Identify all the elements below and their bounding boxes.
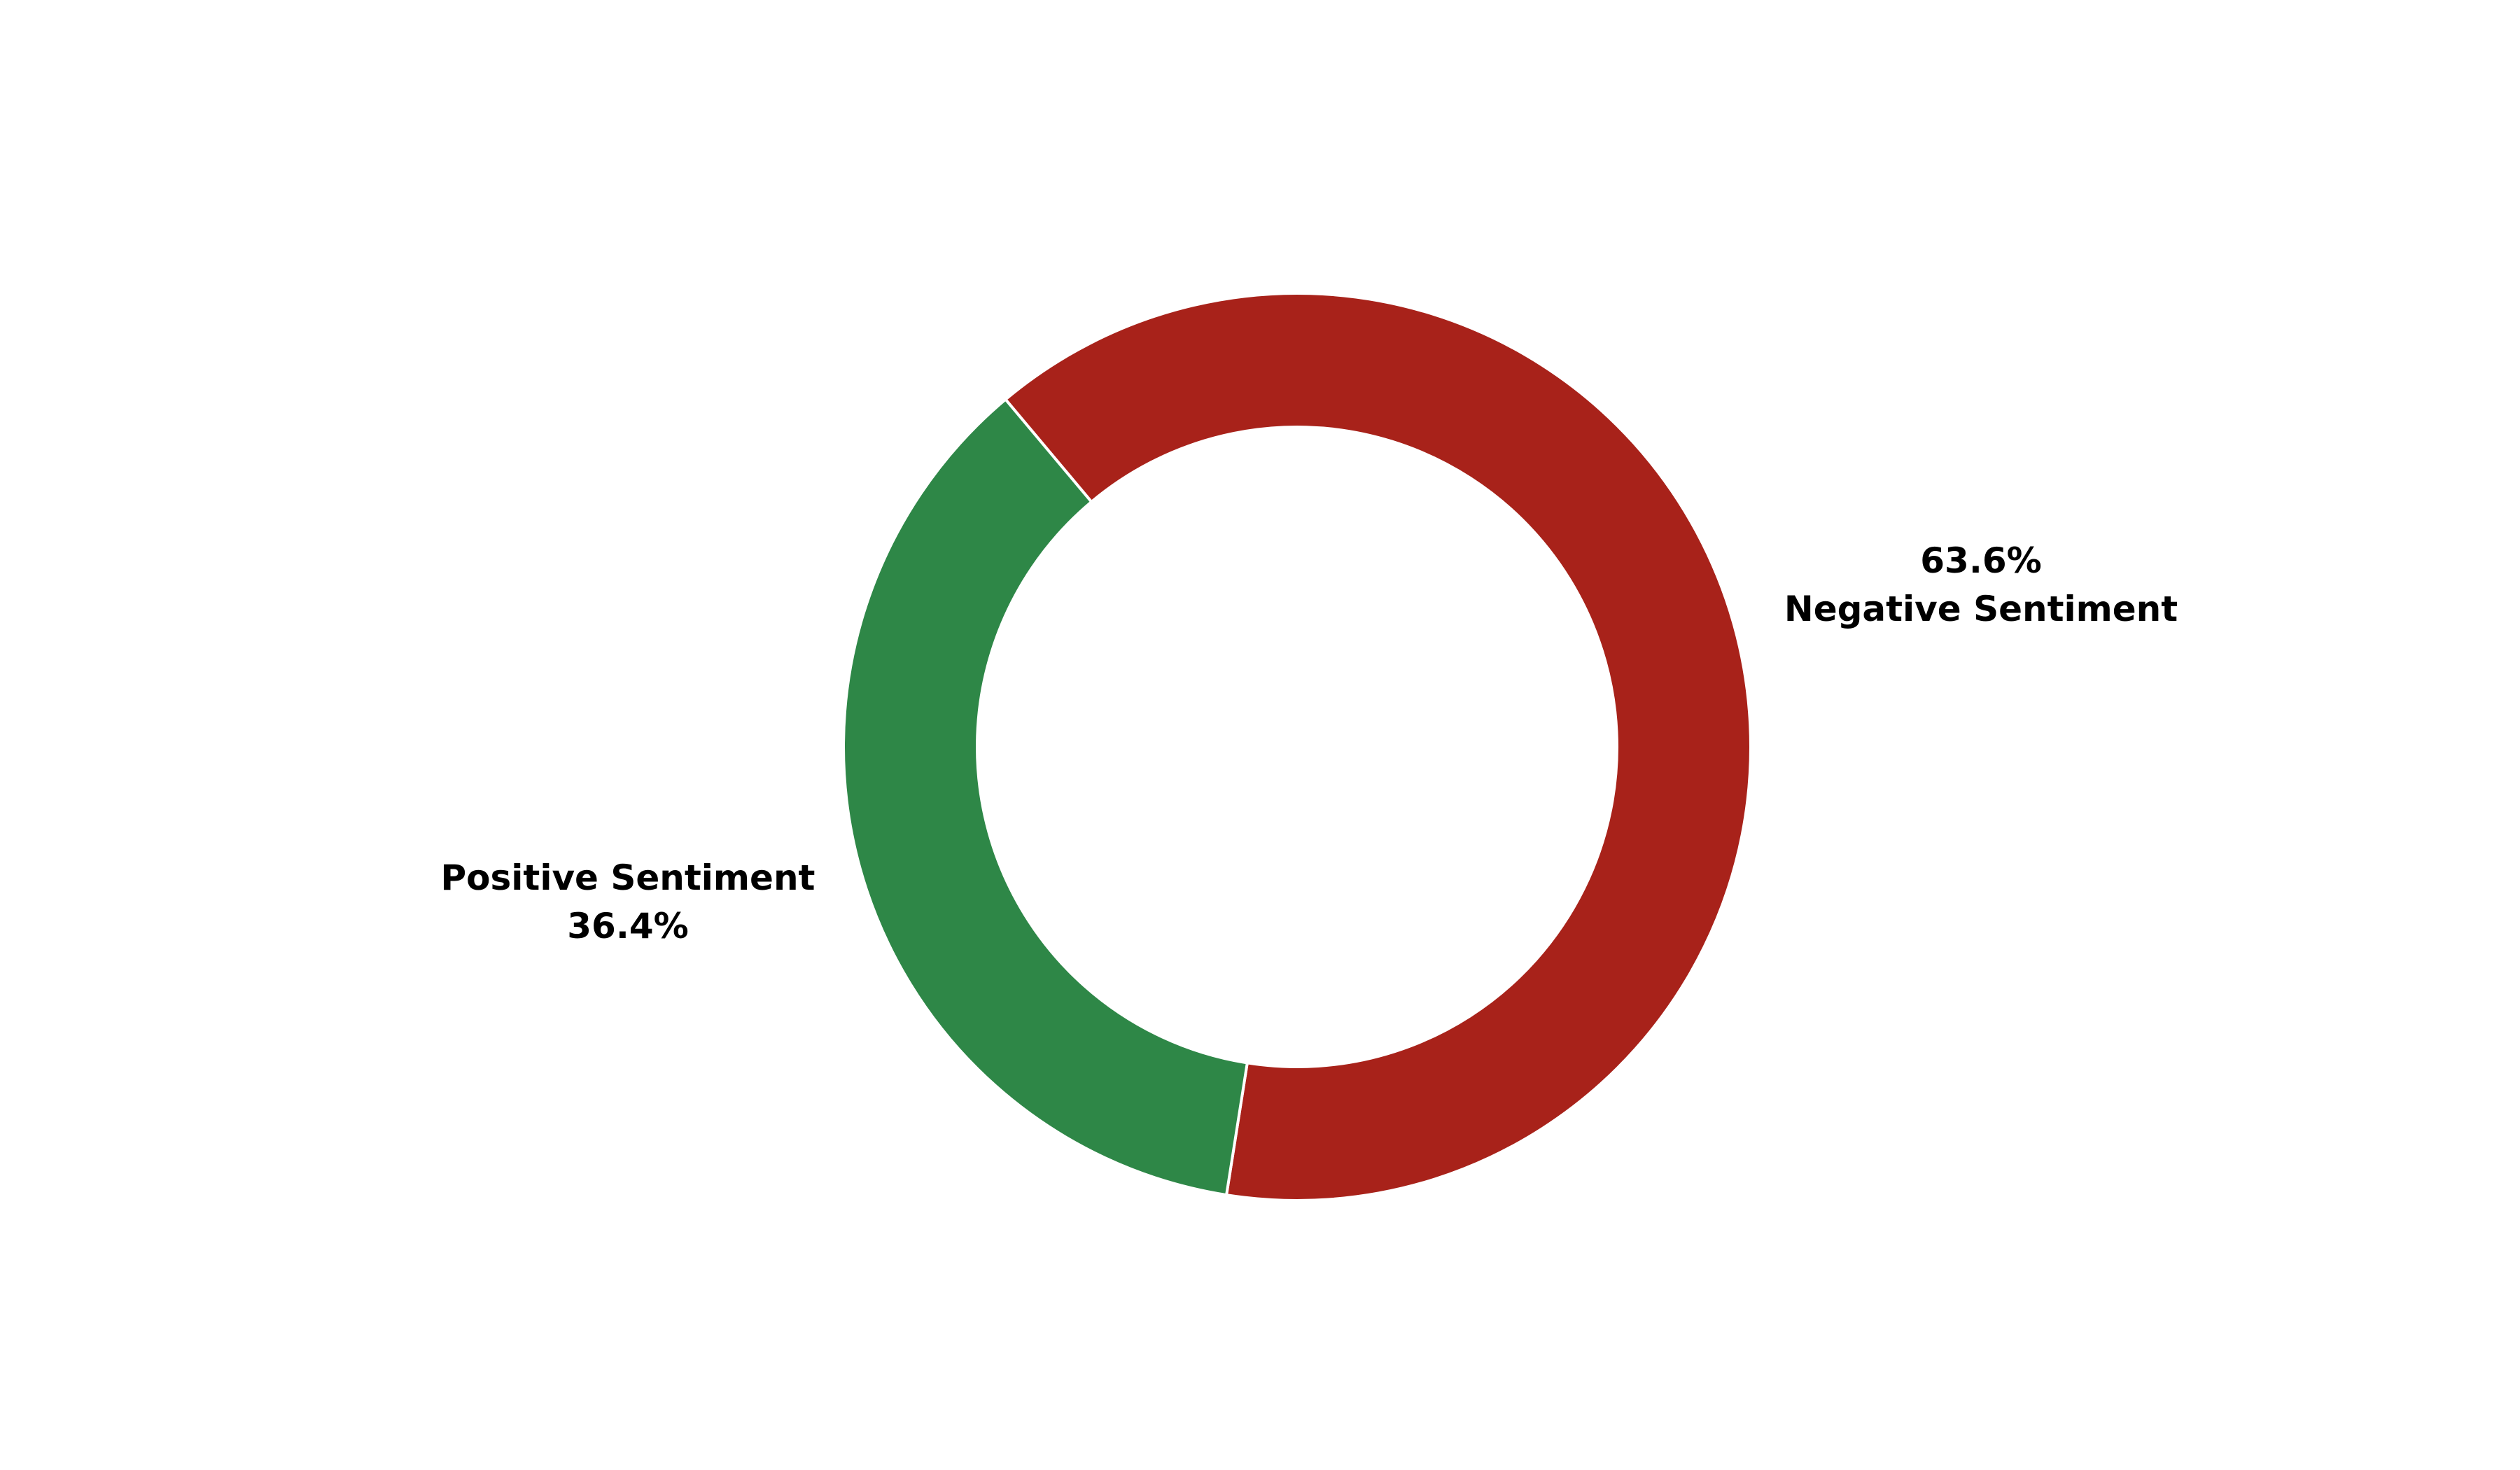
- positive-slice-label: Positive Sentiment 36.4%: [369, 854, 887, 951]
- positive-percent-label: 36.4%: [567, 906, 689, 946]
- negative-slice: [1003, 292, 1752, 1202]
- negative-slice-label: 63.6% Negative Sentiment: [1708, 537, 2254, 634]
- positive-name-label: Positive Sentiment: [440, 858, 816, 898]
- positive-slice: [842, 397, 1250, 1197]
- negative-name-label: Negative Sentiment: [1784, 589, 2178, 629]
- slices-group: [842, 292, 1752, 1202]
- negative-percent-label: 63.6%: [1920, 540, 2042, 581]
